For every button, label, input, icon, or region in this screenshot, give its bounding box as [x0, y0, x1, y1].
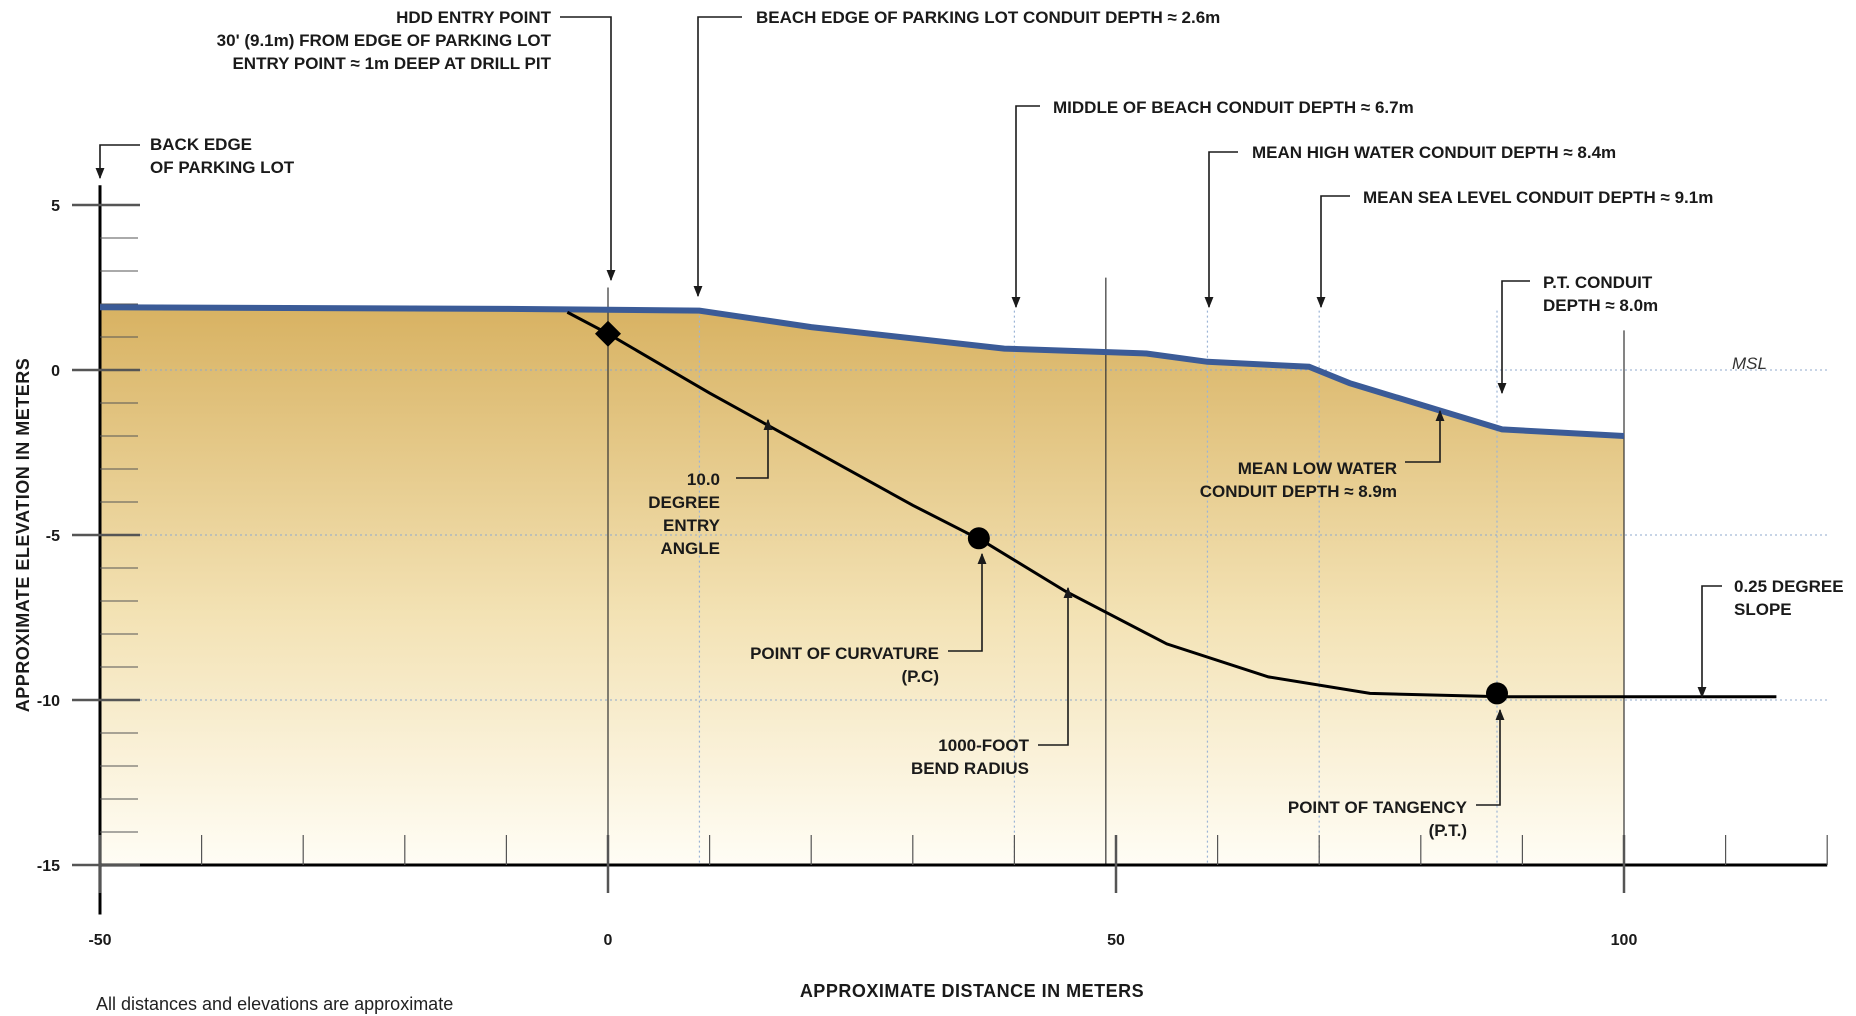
hdd-entry-leader	[560, 16, 616, 282]
mean-high-water-leader	[1204, 151, 1238, 309]
ground-fill	[100, 307, 1624, 865]
beach-edge-leader	[693, 16, 742, 298]
back-edge-label: BACK EDGE OF PARKING LOT	[150, 135, 295, 177]
back-edge-leader	[95, 144, 140, 180]
mean-high-water-label: MEAN HIGH WATER CONDUIT DEPTH ≈ 8.4m	[1252, 143, 1616, 162]
pt-conduit-leader	[1497, 280, 1530, 395]
y-tick-label--15: -15	[37, 858, 60, 875]
point-of-curvature-marker	[967, 527, 990, 550]
point-markers	[595, 320, 1508, 705]
y-tick-label-5: 5	[51, 198, 60, 215]
x-axis-title: APPROXIMATE DISTANCE IN METERS	[800, 981, 1144, 1001]
point-of-curvature-leader	[948, 552, 987, 652]
middle-beach-leader	[1011, 105, 1040, 309]
mean-low-water-label: MEAN LOW WATER CONDUIT DEPTH ≈ 8.9m	[1200, 459, 1397, 501]
y-axis-title: APPROXIMATE ELEVATION IN METERS	[13, 358, 33, 713]
entry-angle-leader	[736, 418, 773, 479]
pt-conduit-label: P.T. CONDUIT DEPTH ≈ 8.0m	[1543, 273, 1658, 315]
middle-beach-label: MIDDLE OF BEACH CONDUIT DEPTH ≈ 6.7m	[1053, 98, 1414, 117]
slope-leader	[1697, 585, 1722, 699]
slope-label: 0.25 DEGREE SLOPE	[1734, 577, 1844, 619]
mean-low-water-leader	[1405, 409, 1445, 463]
y-tick-label-0: 0	[51, 363, 60, 380]
point-of-tangency-label: POINT OF TANGENCY (P.T.)	[1288, 798, 1468, 840]
conduit-path-line	[566, 310, 1777, 699]
point-of-tangency-leader	[1476, 708, 1505, 806]
ground-surface-line	[99, 304, 1625, 439]
gridlines	[100, 277, 1828, 865]
bend-radius-label: 1000-FOOT BEND RADIUS	[911, 736, 1030, 778]
mean-sea-level-label: MEAN SEA LEVEL CONDUIT DEPTH ≈ 9.1m	[1363, 188, 1713, 207]
mean-sea-level-leader	[1316, 195, 1350, 309]
footnote: All distances and elevations are approxi…	[96, 994, 454, 1014]
entry-angle-label: 10.0 DEGREE ENTRY ANGLE	[648, 470, 720, 558]
x-tick-label-0: 0	[604, 932, 613, 949]
bend-radius-leader	[1038, 586, 1073, 746]
beach-edge-label: BEACH EDGE OF PARKING LOT CONDUIT DEPTH …	[756, 8, 1220, 27]
annotation-leaders	[95, 16, 1722, 806]
axes	[72, 185, 1828, 915]
x-tick-label--50: -50	[88, 932, 111, 949]
x-tick-label-50: 50	[1107, 932, 1125, 949]
x-tick-label-100: 100	[1611, 932, 1638, 949]
hdd-entry-label: HDD ENTRY POINT 30' (9.1m) FROM EDGE OF P…	[217, 8, 552, 73]
msl-label: MSL	[1732, 354, 1767, 373]
point-of-tangency-marker	[1486, 682, 1508, 705]
hdd-entry-point-marker	[595, 320, 621, 347]
point-of-curvature-label: POINT OF CURVATURE (P.C)	[750, 644, 939, 686]
y-tick-label--10: -10	[37, 693, 60, 710]
y-tick-label--5: -5	[46, 528, 60, 545]
